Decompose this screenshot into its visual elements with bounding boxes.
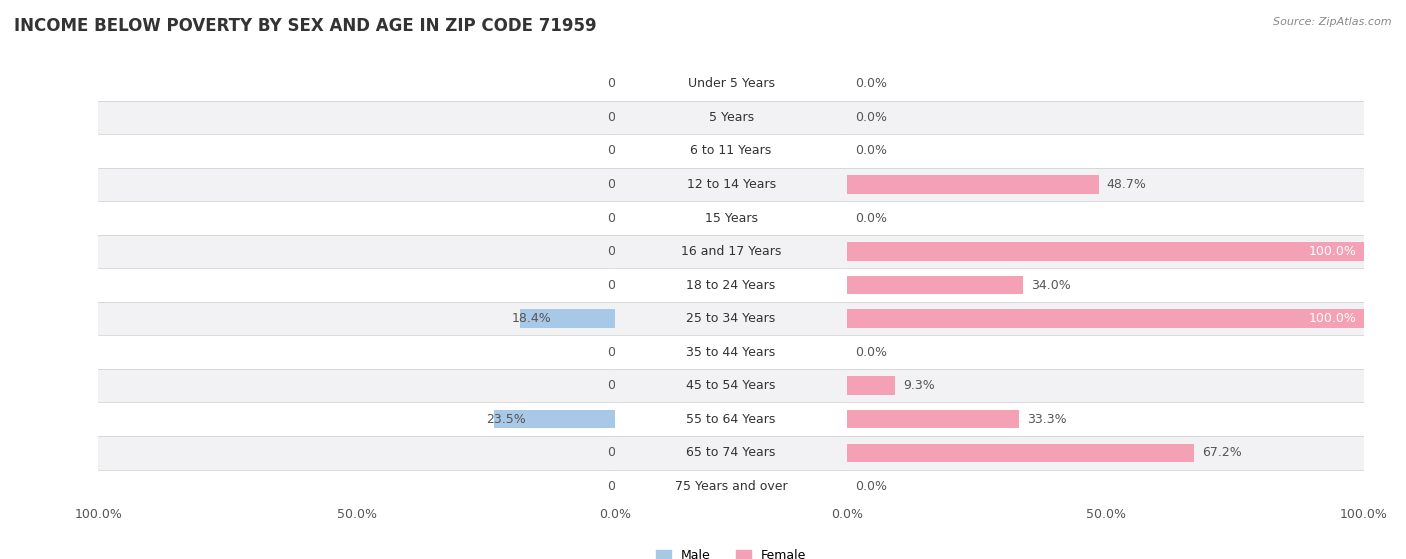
Bar [98, 101, 614, 134]
Text: 18.4%: 18.4% [512, 312, 553, 325]
Bar [98, 369, 614, 402]
Bar [614, 436, 848, 470]
Bar [848, 235, 1364, 268]
Bar [98, 134, 614, 168]
Bar [614, 369, 848, 402]
Bar [98, 201, 614, 235]
Bar [614, 335, 848, 369]
Text: 67.2%: 67.2% [1202, 446, 1241, 459]
Text: 23.5%: 23.5% [486, 413, 526, 426]
Text: 0.0%: 0.0% [855, 480, 887, 493]
Bar [494, 410, 614, 429]
Text: 0.0%: 0.0% [855, 144, 887, 158]
Text: 0.0%: 0.0% [855, 345, 887, 359]
Bar [848, 268, 1364, 302]
Bar [848, 67, 1364, 101]
Text: 0.0%: 0.0% [855, 211, 887, 225]
Text: 55 to 64 Years: 55 to 64 Years [686, 413, 776, 426]
Bar [848, 377, 896, 395]
Text: 33.3%: 33.3% [1026, 413, 1067, 426]
Text: 16 and 17 Years: 16 and 17 Years [681, 245, 782, 258]
Text: 0.0%: 0.0% [607, 245, 640, 258]
Text: 18 to 24 Years: 18 to 24 Years [686, 278, 776, 292]
Text: 0.0%: 0.0% [607, 278, 640, 292]
Bar [98, 67, 614, 101]
Text: 100.0%: 100.0% [1308, 245, 1355, 258]
Bar [98, 402, 614, 436]
Legend: Male, Female: Male, Female [651, 544, 811, 559]
Bar [614, 302, 848, 335]
Bar [848, 175, 1099, 193]
Bar [848, 402, 1364, 436]
Bar [848, 101, 1364, 134]
Text: Source: ZipAtlas.com: Source: ZipAtlas.com [1274, 17, 1392, 27]
Bar [848, 410, 1019, 429]
Bar [848, 168, 1364, 201]
Text: INCOME BELOW POVERTY BY SEX AND AGE IN ZIP CODE 71959: INCOME BELOW POVERTY BY SEX AND AGE IN Z… [14, 17, 596, 35]
Text: 0.0%: 0.0% [607, 480, 640, 493]
Text: 65 to 74 Years: 65 to 74 Years [686, 446, 776, 459]
Bar [614, 101, 848, 134]
Text: 0.0%: 0.0% [607, 446, 640, 459]
Text: 75 Years and over: 75 Years and over [675, 480, 787, 493]
Bar [848, 201, 1364, 235]
Text: 6 to 11 Years: 6 to 11 Years [690, 144, 772, 158]
Bar [848, 302, 1364, 335]
Bar [98, 302, 614, 335]
Text: 35 to 44 Years: 35 to 44 Years [686, 345, 776, 359]
Bar [98, 268, 614, 302]
Text: 0.0%: 0.0% [855, 77, 887, 91]
Bar [614, 67, 848, 101]
Text: 9.3%: 9.3% [903, 379, 935, 392]
Bar [848, 369, 1364, 402]
Bar [614, 470, 848, 503]
Bar [848, 276, 1024, 294]
Text: 0.0%: 0.0% [607, 345, 640, 359]
Bar [98, 470, 614, 503]
Text: 0.0%: 0.0% [607, 211, 640, 225]
Bar [848, 436, 1364, 470]
Text: 15 Years: 15 Years [704, 211, 758, 225]
Bar [98, 235, 614, 268]
Bar [614, 235, 848, 268]
Bar [98, 335, 614, 369]
Text: 45 to 54 Years: 45 to 54 Years [686, 379, 776, 392]
Text: 0.0%: 0.0% [607, 111, 640, 124]
Bar [614, 168, 848, 201]
Text: 0.0%: 0.0% [607, 178, 640, 191]
Bar [614, 201, 848, 235]
Bar [614, 134, 848, 168]
Bar [848, 243, 1364, 260]
Bar [848, 470, 1364, 503]
Text: 12 to 14 Years: 12 to 14 Years [686, 178, 776, 191]
Text: 0.0%: 0.0% [607, 77, 640, 91]
Bar [848, 444, 1195, 462]
Bar [520, 310, 614, 328]
Bar [614, 268, 848, 302]
Bar [848, 335, 1364, 369]
Bar [848, 134, 1364, 168]
Bar [614, 402, 848, 436]
Text: 0.0%: 0.0% [607, 379, 640, 392]
Text: 34.0%: 34.0% [1031, 278, 1070, 292]
Text: 0.0%: 0.0% [607, 144, 640, 158]
Text: 100.0%: 100.0% [1308, 312, 1355, 325]
Text: 25 to 34 Years: 25 to 34 Years [686, 312, 776, 325]
Text: Under 5 Years: Under 5 Years [688, 77, 775, 91]
Text: 48.7%: 48.7% [1107, 178, 1146, 191]
Bar [98, 168, 614, 201]
Bar [848, 310, 1364, 328]
Text: 0.0%: 0.0% [855, 111, 887, 124]
Text: 5 Years: 5 Years [709, 111, 754, 124]
Bar [98, 436, 614, 470]
